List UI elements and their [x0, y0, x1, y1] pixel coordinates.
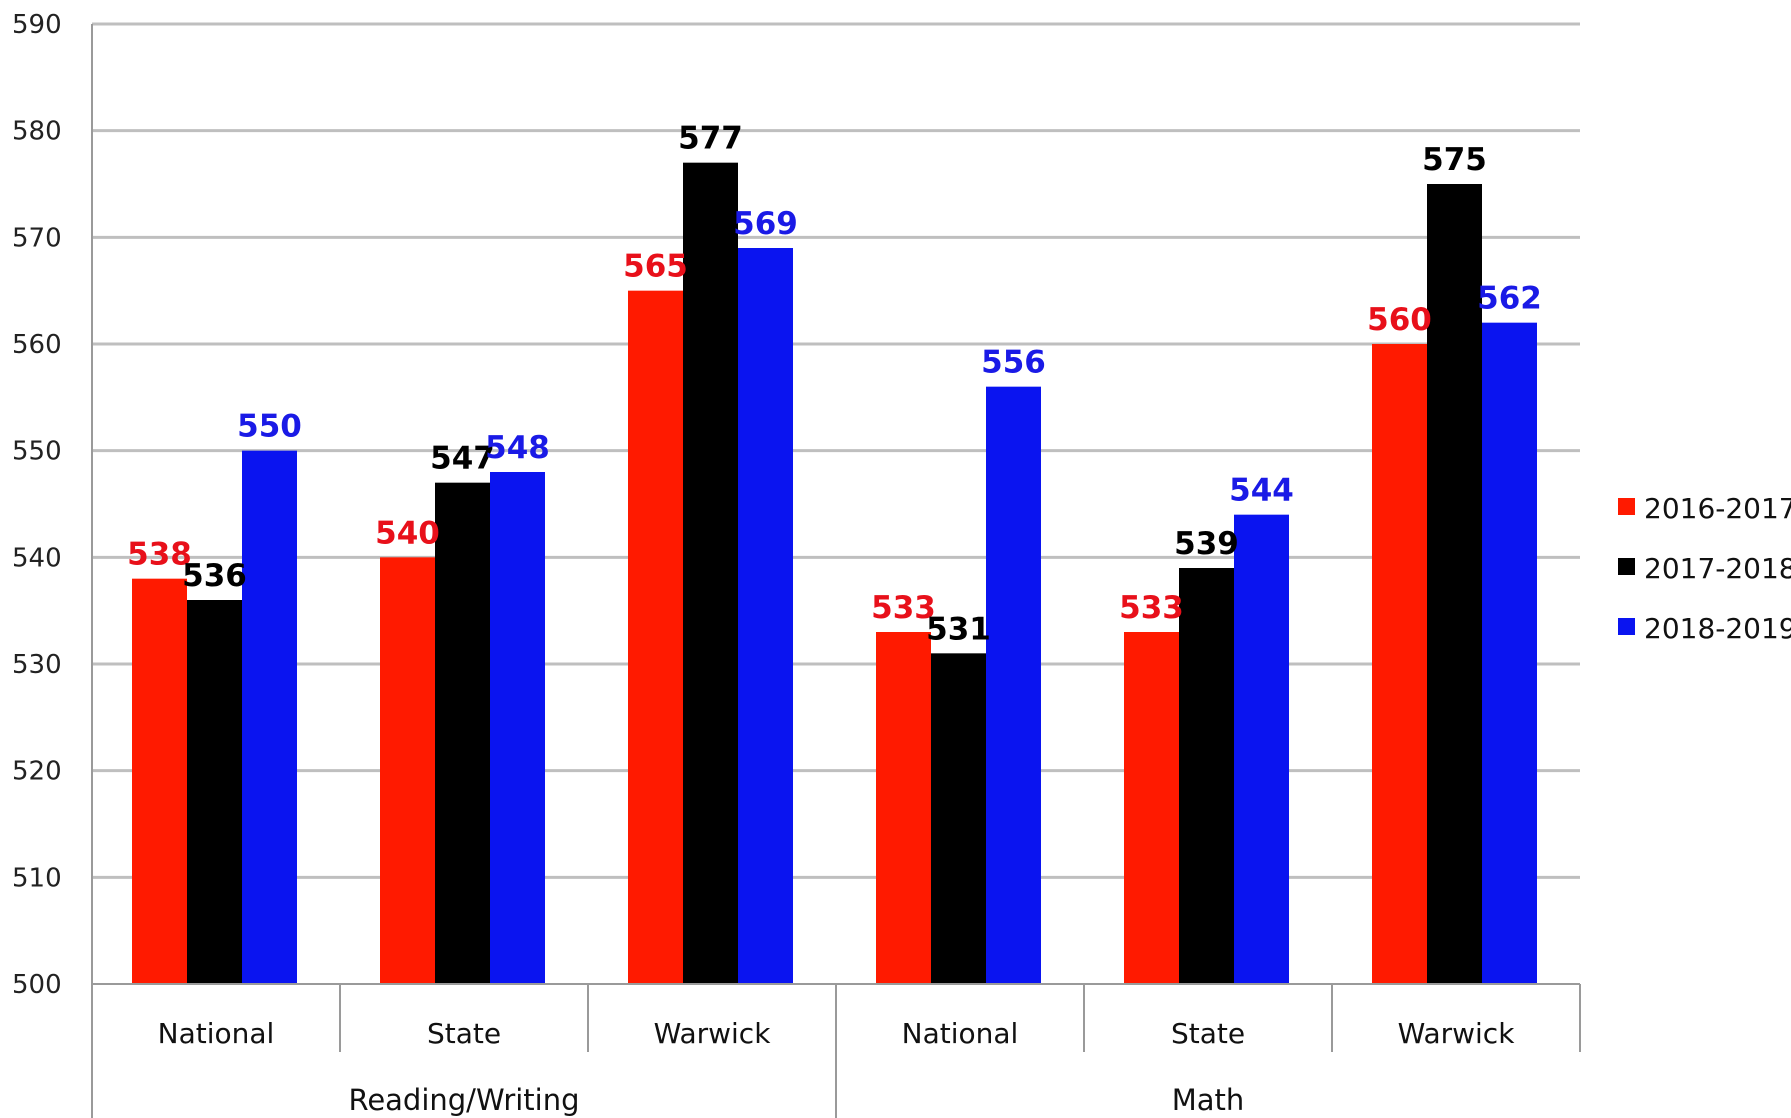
data-label: 575	[1422, 142, 1487, 178]
bar	[490, 472, 545, 984]
data-label: 556	[981, 345, 1046, 381]
group-label: Math	[1172, 1083, 1245, 1117]
bar	[1234, 514, 1289, 984]
category-label: State	[1171, 1017, 1245, 1050]
bar	[187, 600, 242, 984]
category-label: State	[427, 1017, 501, 1050]
y-tick-label: 570	[12, 223, 62, 253]
bar	[738, 248, 793, 984]
legend-label: 2016-2017	[1644, 492, 1791, 525]
group-label: Reading/Writing	[348, 1083, 579, 1117]
y-tick-label: 520	[12, 757, 62, 787]
bar	[132, 578, 187, 984]
legend-swatch	[1618, 498, 1635, 515]
bars	[132, 162, 1537, 985]
data-label: 540	[375, 515, 440, 551]
category-label: National	[158, 1017, 275, 1050]
data-label: 550	[237, 409, 302, 445]
x-axis: National State Warwick National State Warwick…	[91, 24, 1581, 1118]
legend: 2016-2017 2017-2018 2018-2019	[1618, 492, 1791, 645]
data-label: 533	[1119, 590, 1184, 626]
data-label: 536	[182, 558, 247, 594]
legend-swatch	[1618, 558, 1635, 575]
legend-label: 2017-2018	[1644, 552, 1791, 585]
y-tick-label: 530	[12, 650, 62, 680]
data-label: 547	[430, 441, 495, 477]
bar	[1179, 568, 1234, 984]
category-label: National	[902, 1017, 1019, 1050]
bar	[986, 386, 1041, 985]
bar	[683, 162, 738, 984]
y-tick-label: 510	[12, 863, 62, 893]
bar	[876, 632, 931, 984]
category-label: Warwick	[1398, 1017, 1516, 1050]
data-label: 562	[1477, 281, 1542, 317]
data-label: 538	[127, 537, 192, 573]
y-tick-label: 550	[12, 437, 62, 467]
data-label: 548	[485, 430, 550, 466]
bar	[1372, 344, 1427, 984]
legend-label: 2018-2019	[1644, 612, 1791, 645]
bar	[628, 290, 683, 985]
y-tick-label: 500	[12, 970, 62, 1000]
data-label: 569	[733, 206, 798, 242]
data-label: 531	[926, 611, 991, 647]
y-tick-label: 580	[12, 117, 62, 147]
data-label: 577	[678, 121, 743, 157]
bar	[1124, 632, 1179, 984]
gridlines	[92, 22, 1580, 879]
bar	[435, 482, 490, 984]
data-label: 544	[1229, 473, 1294, 509]
category-label: Warwick	[654, 1017, 772, 1050]
bar	[1482, 322, 1537, 985]
bar	[1427, 184, 1482, 984]
data-label: 539	[1174, 526, 1239, 562]
data-label: 533	[871, 590, 936, 626]
data-labels: 538 540 565 533 533 560 536 547 577 531 539 575 550 5…	[127, 121, 1542, 648]
legend-swatch	[1618, 618, 1635, 635]
bar	[931, 653, 986, 984]
bar	[380, 557, 435, 984]
y-tick-label: 590	[12, 10, 62, 40]
data-label: 560	[1367, 302, 1432, 338]
data-label: 565	[623, 249, 688, 285]
y-tick-label: 540	[12, 543, 62, 573]
y-tick-label: 560	[12, 330, 62, 360]
bar	[242, 450, 297, 985]
y-axis-ticks: 500 510 520 530 540 550 560 570 580 590	[12, 10, 62, 1000]
